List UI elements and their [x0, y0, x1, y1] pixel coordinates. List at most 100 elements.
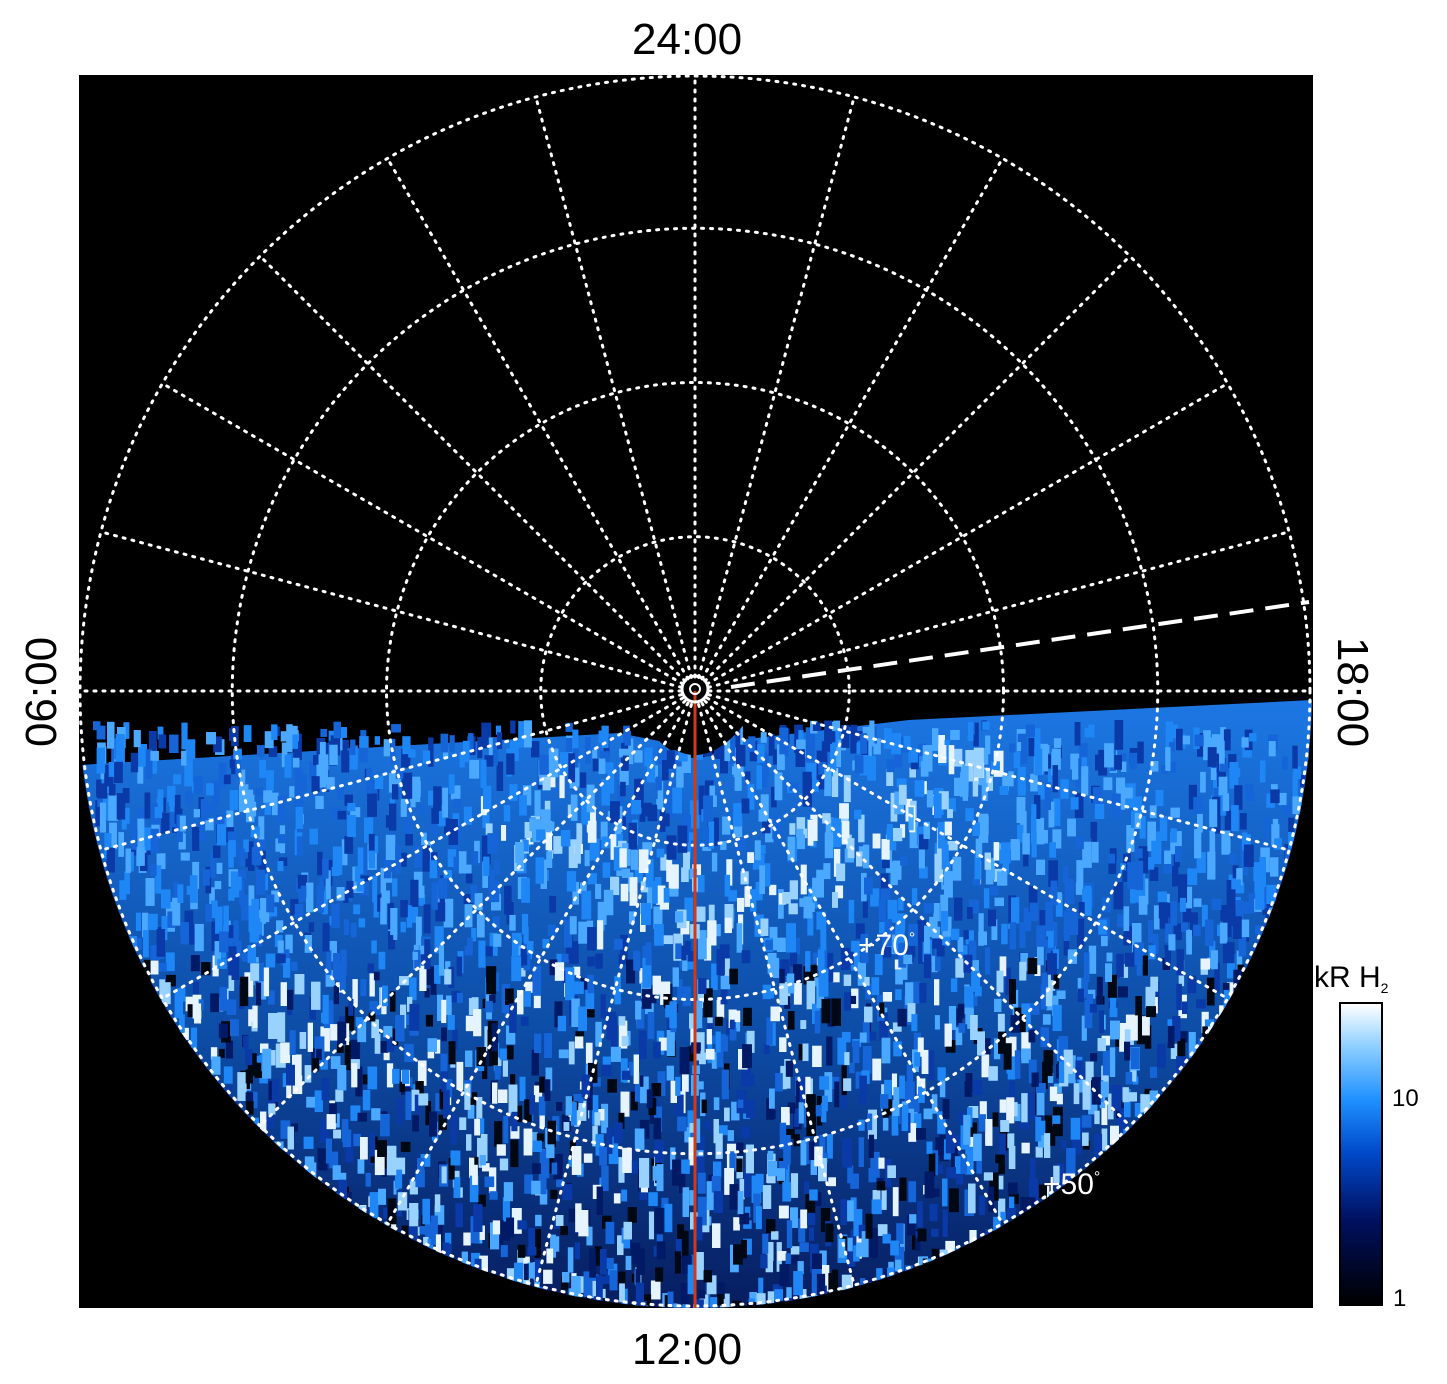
emission-pixel [990, 761, 1000, 771]
emission-pixel [982, 767, 991, 782]
emission-pixel [831, 768, 839, 798]
emission-pixel [544, 1033, 553, 1059]
emission-pixel [841, 1274, 852, 1296]
emission-pixel [1200, 958, 1211, 970]
emission-pixel [416, 885, 425, 898]
emission-pixel [317, 851, 323, 876]
emission-pixel [618, 1271, 626, 1286]
emission-pixel [1098, 919, 1107, 935]
local-time-meridian [160, 696, 685, 1000]
emission-pixel [223, 1066, 233, 1084]
emission-pixel [447, 1015, 455, 1030]
emission-pixel [131, 820, 137, 850]
emission-pixel [585, 1042, 593, 1064]
emission-pixel [256, 869, 266, 895]
emission-pixel [701, 1099, 707, 1114]
emission-pixel [519, 1076, 526, 1101]
emission-pixel [378, 1188, 387, 1205]
emission-pixel [810, 1158, 818, 1175]
emission-pixel [895, 923, 905, 950]
emission-pixel [972, 822, 980, 837]
emission-pixel [988, 1186, 995, 1212]
emission-pixel [535, 1214, 542, 1227]
emission-pixel [942, 1099, 950, 1120]
emission-pixel [1122, 1087, 1129, 1103]
emission-pixel [789, 782, 799, 791]
emission-pixel [661, 813, 670, 827]
emission-pixel [225, 1040, 234, 1059]
emission-pixel [764, 989, 774, 999]
emission-pixel [1067, 818, 1076, 837]
emission-pixel [1231, 879, 1242, 890]
emission-pixel [893, 828, 903, 842]
emission-pixel [119, 880, 127, 900]
emission-pixel [450, 1114, 458, 1145]
emission-pixel [1100, 1081, 1109, 1098]
emission-pixel [1170, 807, 1180, 818]
emission-pixel [831, 998, 842, 1026]
emission-pixel [887, 1165, 896, 1179]
emission-pixel [739, 1212, 750, 1225]
colorbar-unit-subscript: 2 [1380, 980, 1389, 996]
emission-pixel [228, 938, 234, 952]
polar-projection-plot [79, 75, 1313, 1308]
local-time-label-noon: 12:00 [632, 1325, 743, 1374]
emission-pixel [780, 1065, 787, 1090]
emission-pixel [1038, 784, 1048, 800]
emission-pixel [1226, 880, 1236, 905]
emission-pixel [423, 1237, 429, 1246]
emission-pixel [500, 1245, 508, 1258]
emission-pixel [161, 916, 168, 941]
emission-pixel [1082, 841, 1092, 868]
emission-pixel [666, 1030, 675, 1057]
emission-pixel [719, 1036, 728, 1052]
emission-pixel [311, 981, 321, 1010]
emission-pixel [991, 919, 998, 941]
emission-pixel [485, 1001, 493, 1013]
emission-pixel [478, 1118, 485, 1134]
emission-pixel [782, 1182, 792, 1202]
emission-pixel [968, 1130, 977, 1157]
emission-pixel [798, 1102, 804, 1124]
emission-pixel [1132, 923, 1142, 953]
emission-pixel [870, 1151, 880, 1178]
emission-pixel [908, 1105, 918, 1126]
emission-pixel [429, 1111, 438, 1137]
emission-pixel [239, 769, 246, 784]
emission-pixel [654, 924, 664, 946]
emission-pixel [657, 747, 667, 765]
emission-pixel [550, 1234, 556, 1258]
emission-pixel [1009, 1036, 1017, 1066]
emission-pixel [718, 1125, 728, 1136]
emission-pixel [459, 1117, 467, 1130]
emission-pixel [937, 822, 946, 849]
emission-pixel [747, 1302, 757, 1308]
emission-pixel [277, 1012, 286, 1043]
emission-pixel [410, 879, 419, 907]
emission-pixel [213, 845, 221, 858]
emission-pixel [364, 817, 374, 843]
emission-pixel [483, 1051, 493, 1067]
emission-pixel [378, 1041, 389, 1053]
emission-pixel [367, 1066, 378, 1090]
emission-pixel [444, 1232, 452, 1251]
emission-pixel [257, 981, 267, 1000]
emission-pixel [491, 894, 502, 911]
emission-pixel [898, 784, 907, 805]
emission-pixel [211, 1056, 221, 1075]
emission-pixel [1078, 902, 1085, 916]
emission-pixel [1149, 805, 1157, 818]
emission-pixel [192, 981, 200, 1006]
emission-pixel [607, 1079, 618, 1093]
emission-pixel [1151, 840, 1162, 864]
emission-pixel [940, 911, 949, 931]
emission-pixel [319, 877, 325, 892]
emission-pixel [245, 1049, 253, 1066]
emission-pixel [892, 860, 902, 880]
emission-pixel [998, 1031, 1006, 1054]
emission-pixel [968, 940, 977, 965]
emission-pixel [216, 862, 223, 875]
emission-pixel [194, 1003, 202, 1024]
emission-pixel [1270, 857, 1279, 877]
emission-pixel [881, 1278, 889, 1308]
